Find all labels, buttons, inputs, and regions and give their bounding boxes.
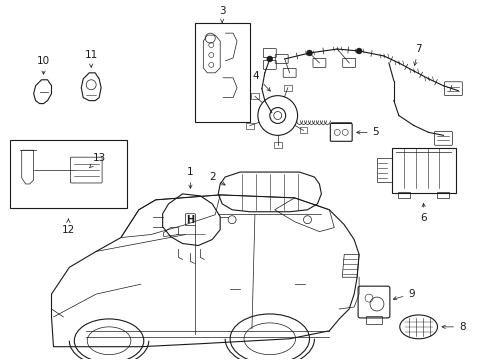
- Text: 1: 1: [187, 167, 193, 188]
- Bar: [366, 316, 381, 324]
- Text: 11: 11: [84, 50, 98, 67]
- Circle shape: [266, 56, 272, 62]
- Text: 12: 12: [61, 219, 75, 235]
- Text: 9: 9: [392, 289, 414, 300]
- Text: 5: 5: [356, 127, 379, 138]
- Bar: [397, 192, 409, 198]
- Bar: [391, 148, 455, 193]
- Text: 3: 3: [219, 6, 225, 22]
- Bar: [195, 23, 249, 122]
- Text: 10: 10: [37, 56, 50, 74]
- Text: 7: 7: [413, 44, 421, 66]
- Circle shape: [355, 48, 361, 54]
- Text: 13: 13: [89, 153, 105, 168]
- Circle shape: [306, 50, 312, 56]
- Bar: [10, 140, 127, 208]
- Text: 8: 8: [441, 322, 465, 332]
- Text: 6: 6: [419, 203, 426, 223]
- Text: 4: 4: [252, 71, 270, 91]
- Text: H: H: [186, 215, 194, 225]
- Bar: [437, 192, 448, 198]
- Text: 2: 2: [208, 172, 224, 185]
